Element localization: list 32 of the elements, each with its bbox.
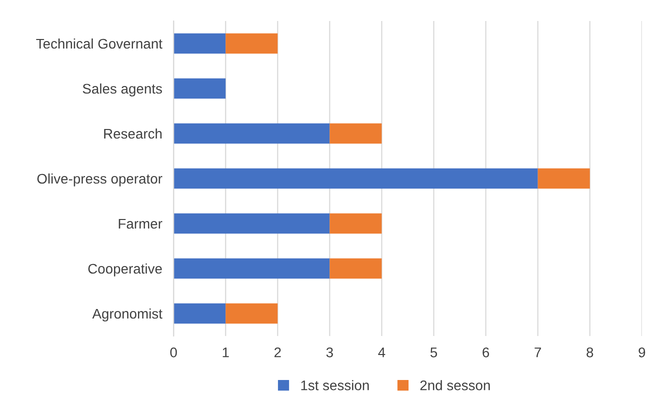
x-tick-label: 0 xyxy=(170,347,177,358)
bar xyxy=(330,123,382,144)
bar xyxy=(174,168,538,189)
bar xyxy=(538,168,590,189)
bar xyxy=(174,78,226,99)
x-tick-label: 8 xyxy=(586,347,594,358)
y-tick-label: Technical Governant xyxy=(36,38,162,49)
y-tick-label: Cooperative xyxy=(88,263,162,276)
bar xyxy=(174,303,226,324)
y-tick-label: Agronomist xyxy=(92,308,162,322)
legend-label: 1st session xyxy=(301,380,369,390)
bar xyxy=(226,33,278,54)
x-tick-label: 5 xyxy=(430,348,438,358)
legend-label: 2nd sesson xyxy=(420,380,490,390)
y-tick-label: Sales agents xyxy=(82,83,162,96)
bar xyxy=(174,33,226,54)
bar xyxy=(174,258,330,279)
x-tick-label: 6 xyxy=(482,347,490,358)
x-tick-label: 1 xyxy=(222,348,229,358)
x-tick-label: 3 xyxy=(326,347,333,358)
y-tick-label: Farmer xyxy=(118,218,162,229)
x-tick-label: 7 xyxy=(534,348,541,358)
bar xyxy=(226,303,278,324)
x-tick-label: 4 xyxy=(378,348,386,358)
y-tick-label: Olive-press operator xyxy=(37,173,162,186)
bar xyxy=(330,258,382,279)
bar xyxy=(174,213,330,234)
x-tick-label: 2 xyxy=(274,347,281,358)
x-tick-label: 9 xyxy=(638,347,646,358)
bar xyxy=(174,123,330,144)
y-tick-label: Research xyxy=(104,128,162,139)
bar xyxy=(330,213,382,234)
